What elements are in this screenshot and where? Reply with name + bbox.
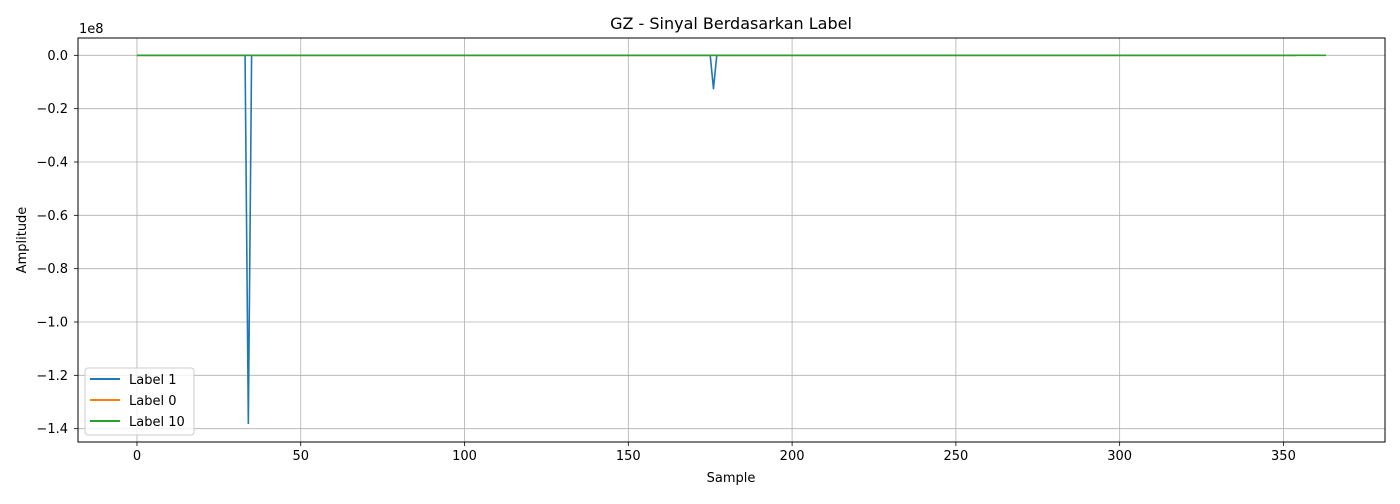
y-axis-label: Amplitude — [15, 207, 30, 274]
legend-label-label-0: Label 0 — [129, 394, 176, 409]
x-tick-label: 200 — [780, 449, 805, 464]
legend-label-label-10: Label 10 — [129, 415, 185, 430]
series-lines — [136, 54, 1327, 425]
x-tick-label: 0 — [133, 449, 141, 464]
x-tick-label: 350 — [1271, 449, 1296, 464]
x-tick-label: 50 — [292, 449, 309, 464]
x-tick-label: 300 — [1107, 449, 1132, 464]
x-tick-label: 150 — [616, 449, 641, 464]
y-tick-label: −1.0 — [36, 316, 68, 331]
x-tick-label: 100 — [452, 449, 477, 464]
y-tick-label: −0.2 — [36, 102, 68, 117]
chart-title: GZ - Sinyal Berdasarkan Label — [610, 14, 852, 33]
x-axis-label: Sample — [707, 471, 756, 486]
plot-frame — [77, 37, 1386, 443]
x-tick-label: 250 — [943, 449, 968, 464]
grid-lines — [78, 38, 1385, 442]
y-tick-label: −1.2 — [36, 369, 68, 384]
y-tick-label: −0.4 — [36, 156, 68, 171]
legend: Label 1 Label 0 Label 10 — [84, 367, 195, 436]
y-tick-label: 0.0 — [47, 49, 68, 64]
y-tick-label: −0.8 — [36, 262, 68, 277]
axis-ticks: 0 50 100 150 200 250 300 350 0.0 −0.2 −0.4 −0.6 −0.8… — [36, 49, 1295, 464]
legend-label-label-1: Label 1 — [129, 373, 176, 388]
y-tick-label: −1.4 — [36, 422, 68, 437]
legend-box — [84, 367, 195, 436]
y-offset-label: 1e8 — [79, 22, 104, 37]
y-tick-label: −0.6 — [36, 209, 68, 224]
